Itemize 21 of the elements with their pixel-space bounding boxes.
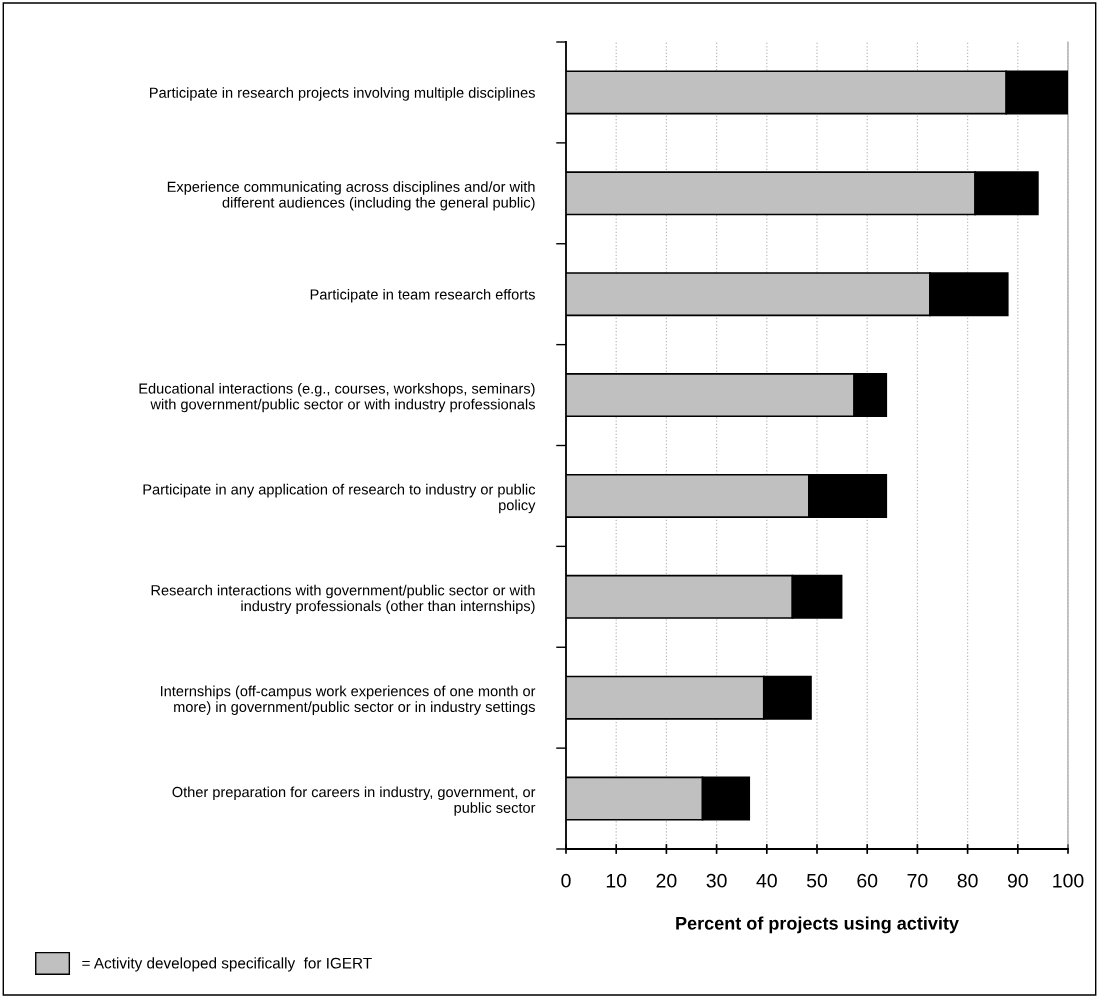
y-tick-label: Educational interactions (e.g., courses, workshops, seminars) with government/public sector or with industry professionals — [139, 382, 535, 413]
legend-label: = Activity developed specifically for IGERT — [82, 957, 372, 972]
x-tick-label: 20 — [656, 873, 677, 888]
x-tick-label: 70 — [907, 873, 928, 888]
y-tick-label: Participate in team research efforts — [310, 288, 535, 303]
y-tick-label: Internships (off-campus work experiences of one month or more) in government/public sector or in industry settings — [160, 685, 536, 715]
x-tick-label: 30 — [706, 873, 727, 888]
y-tick-label: Experience communicating across disciplines and/or with different audiences (including the general public) — [167, 181, 535, 211]
x-tick-label: 90 — [1007, 873, 1028, 888]
y-tick-label: Other preparation for careers in industry, government, or public sector — [172, 786, 536, 816]
x-tick-label: 60 — [857, 873, 878, 888]
x-tick-label: 100 — [1053, 873, 1084, 888]
x-tick-label: 50 — [806, 873, 828, 888]
y-tick-label: Participate in research projects involving multiple disciplines — [150, 87, 535, 101]
x-tick-label: 80 — [957, 873, 978, 888]
x-tick-label: 0 — [561, 873, 571, 888]
x-tick-label: 40 — [756, 873, 777, 888]
x-axis-title: Percent of projects using activity — [676, 916, 959, 934]
x-tick-label: 10 — [606, 873, 627, 888]
y-tick-label: Research interactions with government/public sector or with industry professionals (other than internships) — [151, 584, 535, 615]
y-tick-label: Participate in any application of research to industry or public policy — [143, 483, 536, 514]
